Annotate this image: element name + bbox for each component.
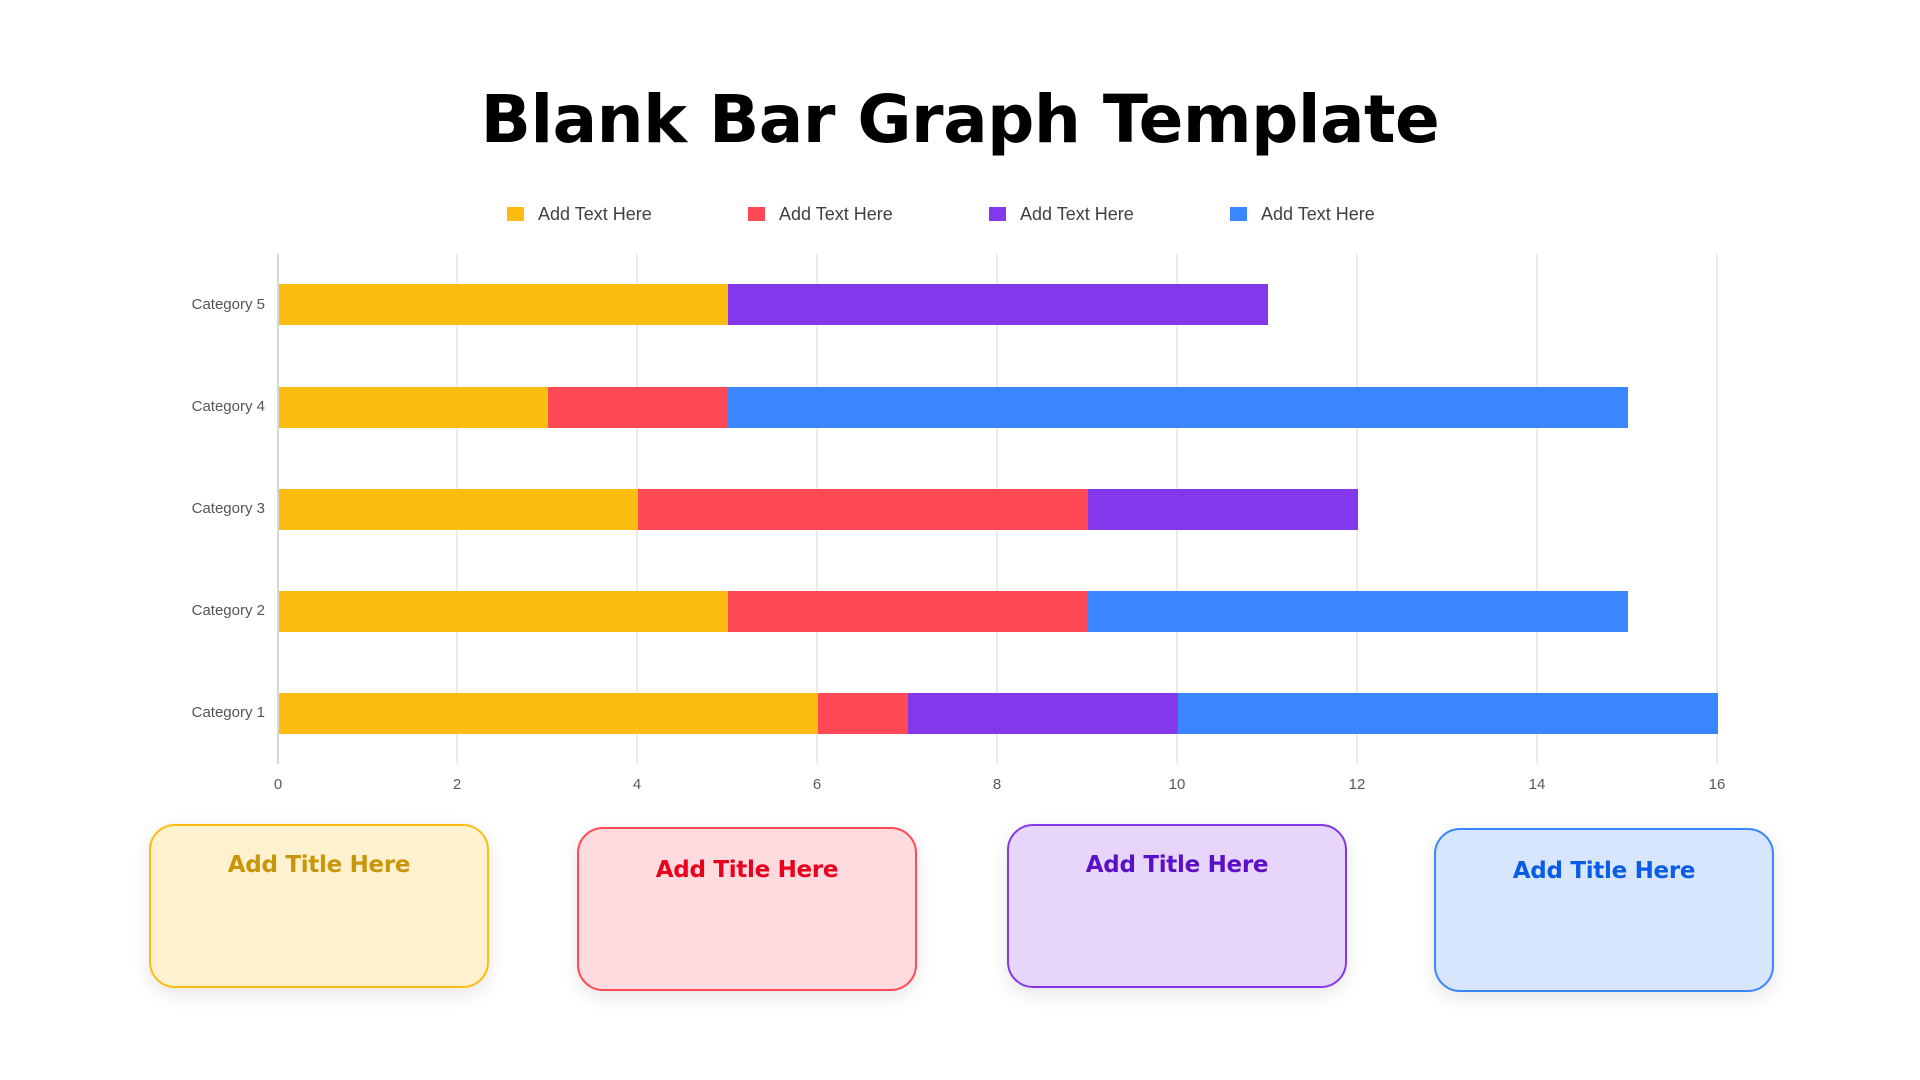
legend-swatch-yellow: [507, 207, 524, 221]
legend-item-2: Add Text Here: [748, 200, 893, 228]
category-label: Category 2: [191, 602, 265, 619]
bar-segment-series-1: [278, 693, 818, 734]
info-card-red[interactable]: Add Title Here: [577, 827, 917, 991]
x-tick-label: 0: [273, 776, 283, 793]
legend-swatch-purple: [989, 207, 1006, 221]
bar-category-4: [278, 387, 1628, 428]
x-tick-label: 6: [812, 776, 822, 793]
info-card-blue[interactable]: Add Title Here: [1434, 828, 1774, 992]
bar-segment-series-4: [1178, 693, 1718, 734]
bar-segment-series-1: [278, 489, 638, 530]
bar-segment-series-3: [908, 693, 1178, 734]
bar-segment-series-1: [278, 284, 728, 325]
legend-label: Add Text Here: [779, 203, 893, 224]
legend-label: Add Text Here: [1020, 203, 1134, 224]
category-label: Category 3: [191, 500, 265, 517]
bar-segment-series-1: [278, 387, 548, 428]
gridline-16: [1716, 254, 1718, 764]
bar-category-5: [278, 284, 1268, 325]
card-title[interactable]: Add Title Here: [655, 857, 839, 883]
legend-item-4: Add Text Here: [1230, 200, 1375, 228]
category-label: Category 5: [191, 296, 265, 313]
bar-category-2: [278, 591, 1628, 632]
legend-swatch-red: [748, 207, 765, 221]
page-title: Blank Bar Graph Template: [480, 81, 1440, 158]
x-tick-label: 12: [1348, 776, 1366, 793]
bar-segment-series-3: [728, 284, 1268, 325]
bar-segment-series-4: [728, 387, 1628, 428]
info-card-purple[interactable]: Add Title Here: [1007, 824, 1347, 988]
x-tick-label: 4: [632, 776, 642, 793]
bar-segment-series-4: [1088, 591, 1628, 632]
bar-segment-series-1: [278, 591, 728, 632]
card-title[interactable]: Add Title Here: [227, 852, 411, 878]
bar-segment-series-3: [1088, 489, 1358, 530]
info-card-yellow[interactable]: Add Title Here: [149, 824, 489, 988]
x-tick-label: 10: [1168, 776, 1186, 793]
card-title[interactable]: Add Title Here: [1512, 858, 1696, 884]
gridline-14: [1536, 254, 1538, 764]
category-label: Category 1: [191, 704, 265, 721]
legend-item-3: Add Text Here: [989, 200, 1134, 228]
y-axis-line: [277, 254, 279, 764]
legend-swatch-blue: [1230, 207, 1247, 221]
x-tick-label: 2: [452, 776, 462, 793]
card-title[interactable]: Add Title Here: [1085, 852, 1269, 878]
bar-segment-series-2: [818, 693, 908, 734]
category-label: Category 4: [191, 398, 265, 415]
bar-category-1: [278, 693, 1718, 734]
bar-segment-series-2: [638, 489, 1088, 530]
x-tick-label: 16: [1708, 776, 1726, 793]
bar-category-3: [278, 489, 1358, 530]
bar-segment-series-2: [548, 387, 728, 428]
legend-label: Add Text Here: [538, 203, 652, 224]
chart-legend: Add Text Here Add Text Here Add Text Her…: [0, 200, 1920, 228]
legend-label: Add Text Here: [1261, 203, 1375, 224]
bar-segment-series-2: [728, 591, 1088, 632]
legend-item-1: Add Text Here: [507, 200, 652, 228]
x-tick-label: 14: [1528, 776, 1546, 793]
x-tick-label: 8: [992, 776, 1002, 793]
stacked-bar-chart: Category 5 Category 4 Category 3 Categor…: [191, 254, 1726, 793]
